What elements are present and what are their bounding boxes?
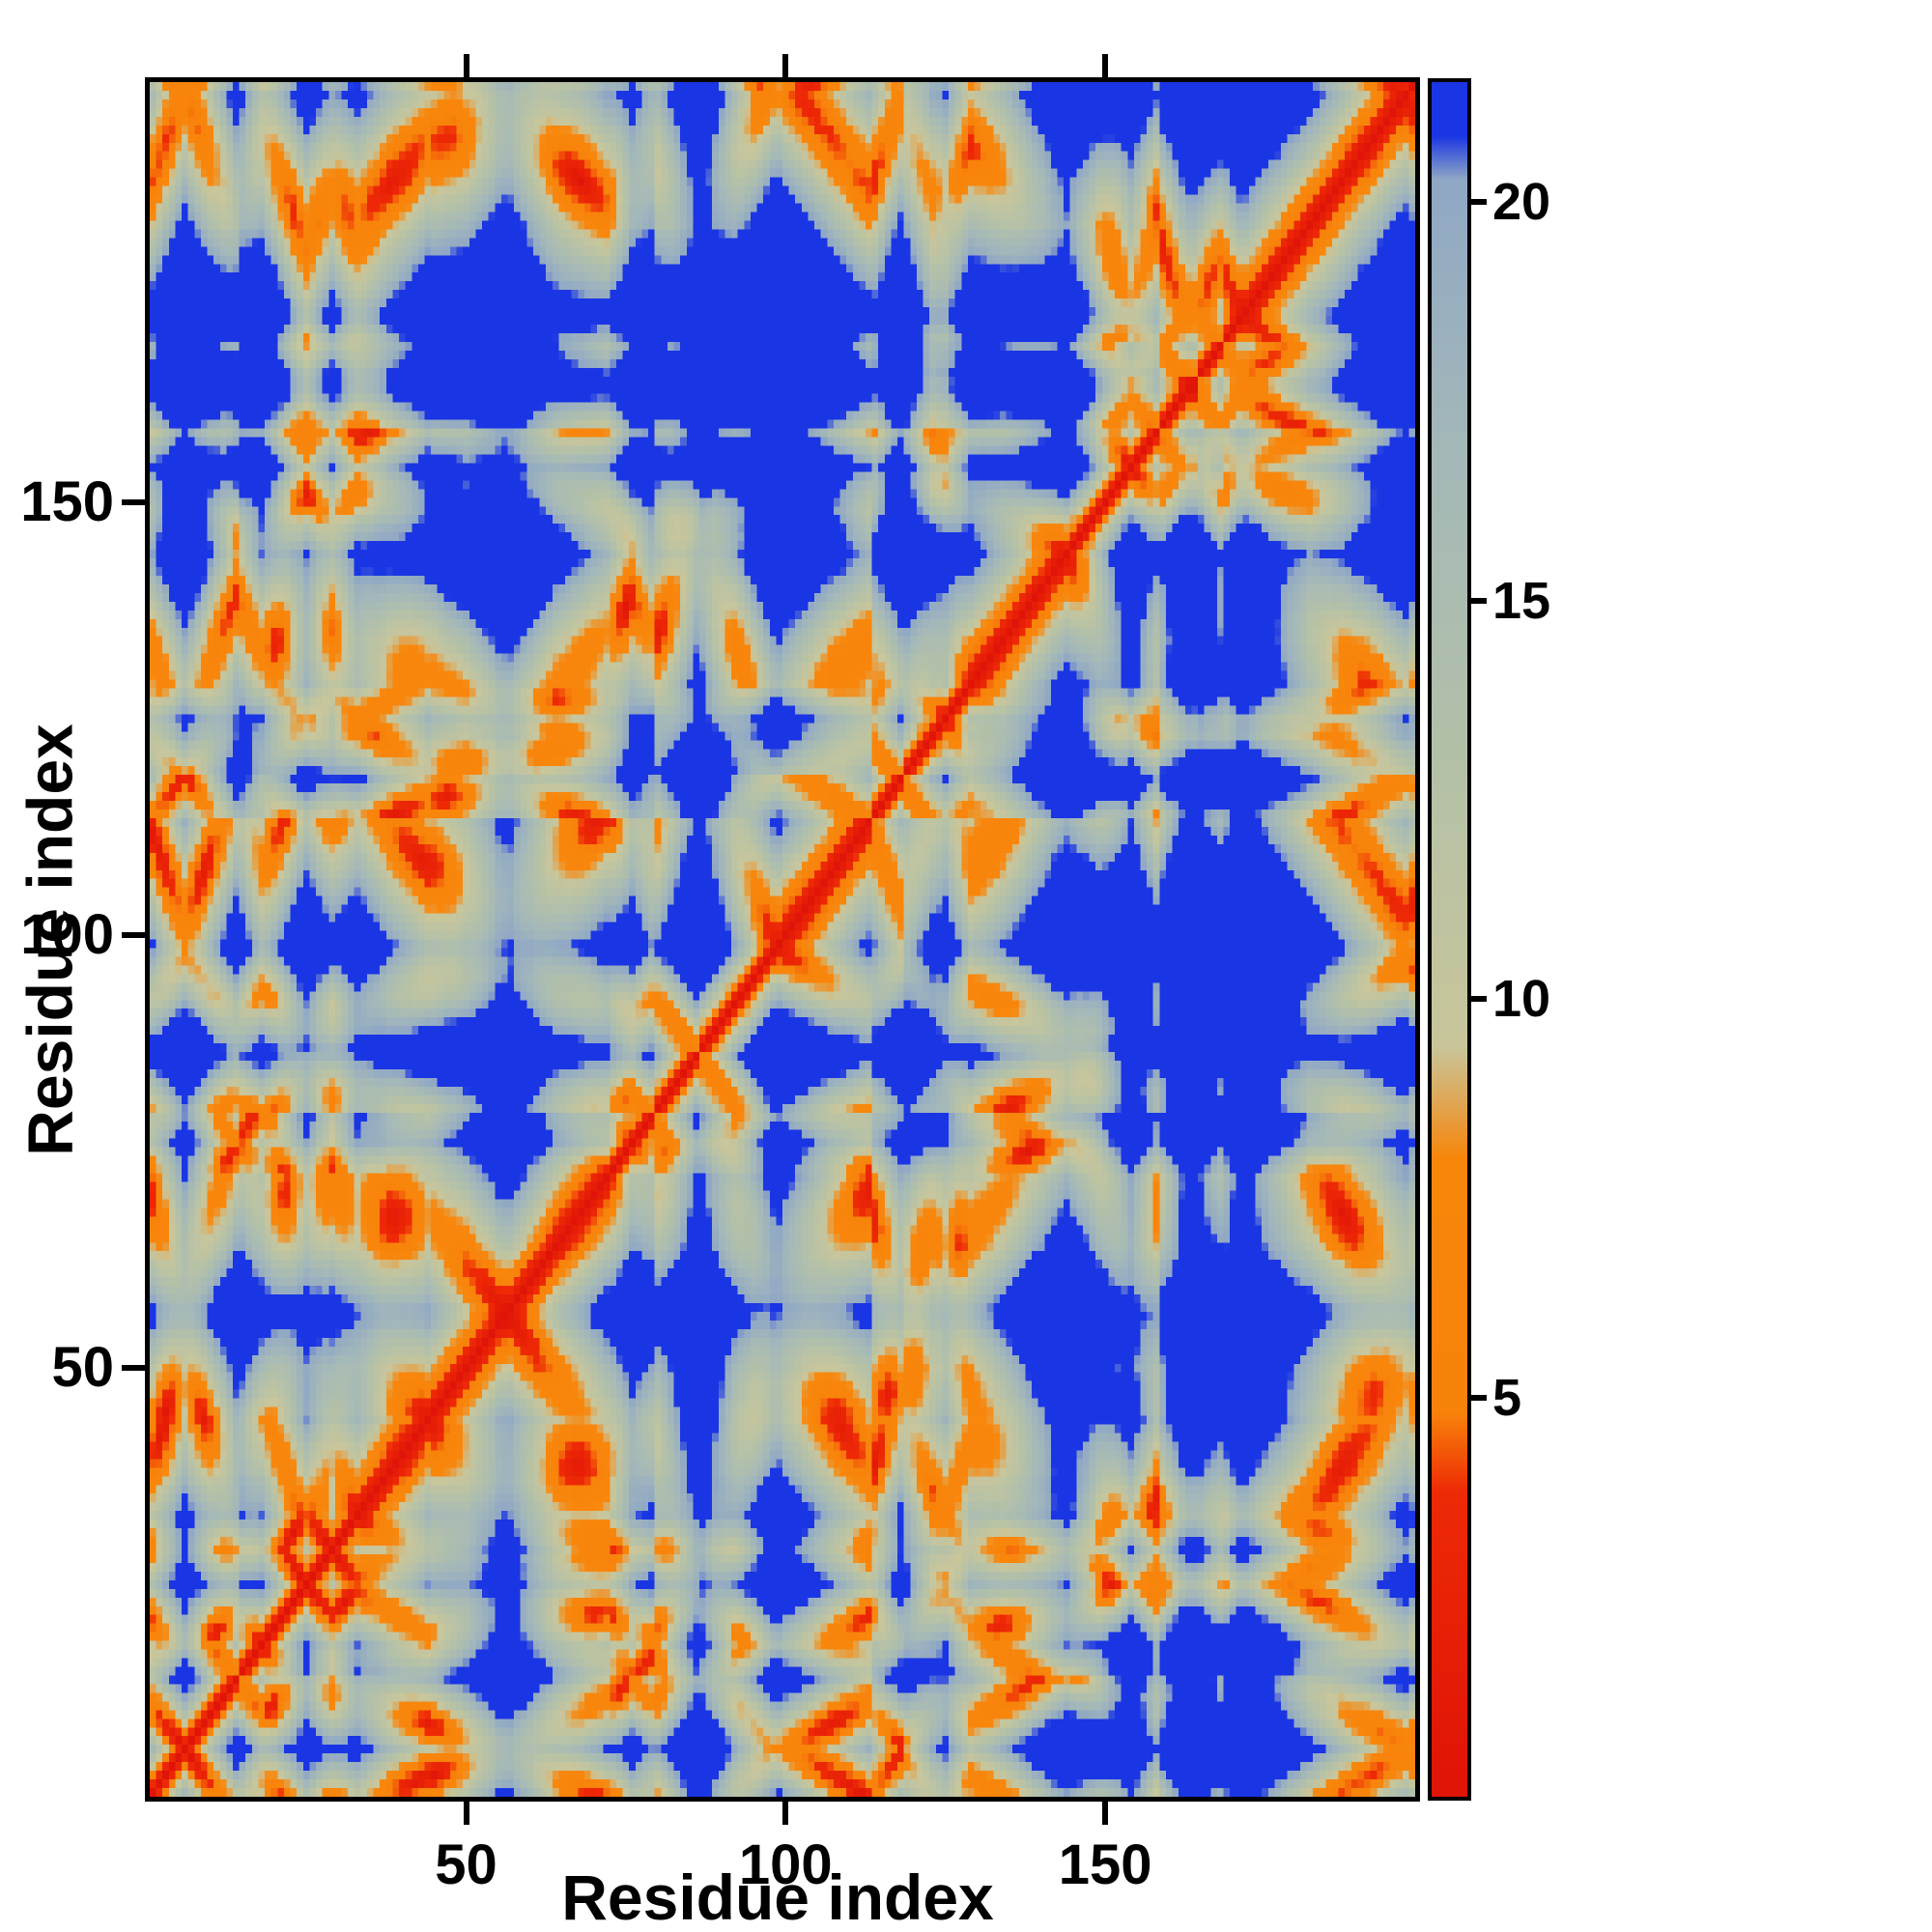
colorbar-tick-label: 15 <box>1492 571 1551 630</box>
colorbar-tick <box>1471 198 1487 205</box>
colorbar-tick <box>1471 597 1487 604</box>
colorbar-tick-label: 10 <box>1492 970 1551 1029</box>
colorbar <box>1428 78 1471 1801</box>
x-tick-bottom <box>782 1802 789 1825</box>
distance-map-canvas <box>150 82 1415 1797</box>
x-tick-bottom <box>463 1802 469 1825</box>
x-tick-top <box>1102 54 1109 77</box>
colorbar-tick-label: 5 <box>1492 1369 1522 1428</box>
y-tick-left <box>122 498 145 505</box>
colorbar-tick <box>1471 1395 1487 1402</box>
x-tick-bottom <box>1102 1802 1109 1825</box>
x-tick-label: 100 <box>738 1833 833 1896</box>
x-tick-top <box>782 54 789 77</box>
x-axis-label: Residue index <box>561 1861 994 1932</box>
y-tick-left <box>122 932 145 939</box>
heatmap-plot <box>145 77 1420 1802</box>
x-tick-label: 50 <box>435 1833 497 1896</box>
colorbar-tick-label: 20 <box>1492 172 1551 231</box>
y-tick-label: 150 <box>20 469 114 533</box>
y-tick-label: 100 <box>20 903 114 967</box>
y-tick-left <box>122 1365 145 1372</box>
y-tick-label: 50 <box>51 1336 114 1400</box>
x-tick-label: 150 <box>1058 1833 1152 1896</box>
colorbar-gradient-canvas <box>1432 82 1467 1797</box>
colorbar-tick <box>1471 996 1487 1003</box>
x-tick-top <box>463 54 469 77</box>
